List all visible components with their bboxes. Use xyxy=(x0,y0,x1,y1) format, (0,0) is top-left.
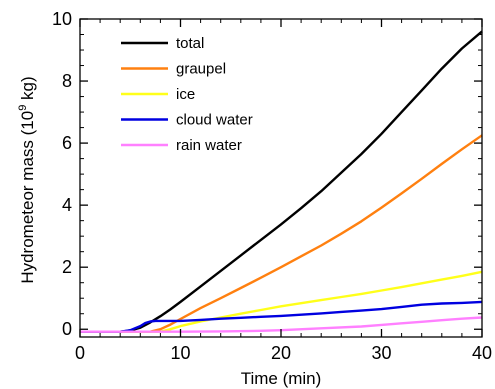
y-tick-label: 10 xyxy=(52,9,72,29)
series-layer xyxy=(80,30,483,333)
y-axis-title-exponent: 9 xyxy=(17,105,29,111)
y-axis-title-main: Hydrometeor mass (10 xyxy=(18,111,37,284)
series-line-total xyxy=(80,30,483,333)
legend: total graupel ice cloud water rain water xyxy=(121,35,253,154)
legend-label-graupel: graupel xyxy=(176,61,226,78)
x-tick-label: 30 xyxy=(371,343,391,363)
x-tick-label: 0 xyxy=(75,343,85,363)
series-line-cloud-water xyxy=(80,300,483,333)
y-tick-label: 4 xyxy=(62,195,72,215)
series-line-graupel xyxy=(80,134,483,333)
series-line-ice xyxy=(80,270,483,333)
series-line-rain-water xyxy=(80,316,483,333)
y-tick-label: 2 xyxy=(62,257,72,277)
x-tick-label: 20 xyxy=(271,343,291,363)
legend-label-rain-water: rain water xyxy=(176,137,242,154)
y-tick-label: 6 xyxy=(62,133,72,153)
legend-label-ice: ice xyxy=(176,86,195,103)
ticks-layer: 0 10 20 30 40 0 2 4 6 8 10 xyxy=(52,9,492,363)
y-axis-title: Hydrometeor mass (109 kg) xyxy=(17,76,37,283)
x-tick-label: 40 xyxy=(472,343,492,363)
legend-label-total: total xyxy=(176,35,204,52)
y-axis-title-unit: kg) xyxy=(18,76,37,104)
y-tick-label: 0 xyxy=(62,319,72,339)
legend-label-cloud-water: cloud water xyxy=(176,112,253,129)
x-tick-label: 10 xyxy=(170,343,190,363)
y-tick-label: 8 xyxy=(62,71,72,91)
x-axis-title: Time (min) xyxy=(241,369,322,388)
